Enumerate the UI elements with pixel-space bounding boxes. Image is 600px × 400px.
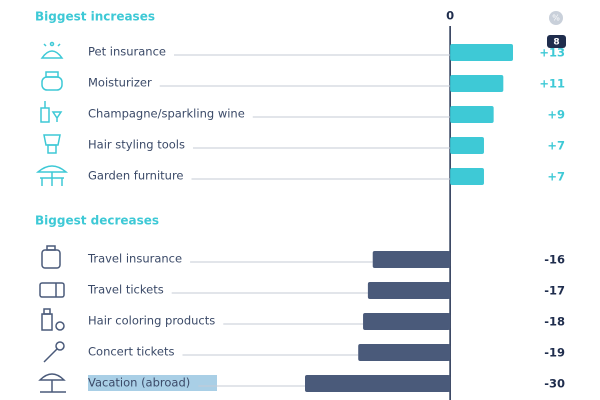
- value-label: +13: [539, 46, 565, 60]
- value-label: +11: [539, 77, 565, 91]
- category-label: Concert tickets: [88, 345, 175, 359]
- value-label: +9: [547, 108, 565, 122]
- bar: [450, 75, 504, 92]
- category-label: Vacation (abroad): [88, 376, 190, 390]
- category-label: Moisturizer: [88, 76, 152, 90]
- bar: [450, 44, 513, 61]
- icon-hair-coloring: [41, 308, 65, 331]
- value-label: -16: [544, 253, 565, 267]
- bar: [305, 375, 451, 392]
- bar: [367, 282, 451, 299]
- bar: [450, 168, 484, 185]
- bar: [372, 251, 451, 268]
- category-label: Travel insurance: [87, 252, 182, 266]
- unit-badge: %: [552, 14, 560, 23]
- group-heading: Biggest increases: [35, 10, 155, 24]
- category-label: Hair coloring products: [88, 314, 215, 328]
- icon-pet: [40, 41, 64, 59]
- icon-travel-insurance: [41, 245, 61, 269]
- tooltip-bg: [547, 35, 566, 48]
- icon-garden: [35, 165, 69, 186]
- icon-concert: [43, 341, 65, 363]
- value-label: -19: [544, 346, 565, 360]
- icon-hair-tools: [43, 134, 61, 154]
- category-label: Pet insurance: [88, 45, 166, 59]
- unit-badge-bg: [549, 11, 563, 25]
- value-label: +7: [547, 139, 565, 153]
- selection-highlight: [88, 375, 217, 391]
- bar: [450, 137, 484, 154]
- group-heading: Biggest decreases: [35, 214, 159, 228]
- icon-travel-tickets: [39, 282, 65, 298]
- value-label: +7: [547, 170, 565, 184]
- category-label: Hair styling tools: [88, 138, 185, 152]
- icon-champagne: [40, 101, 63, 123]
- category-label: Garden furniture: [88, 169, 184, 183]
- icons: [35, 41, 69, 393]
- value-label: -30: [544, 377, 565, 391]
- category-label: Travel tickets: [87, 283, 164, 297]
- bar: [450, 106, 494, 123]
- x-tick-label: 0: [446, 9, 454, 23]
- tooltip: 8: [553, 38, 559, 48]
- category-label: Champagne/sparkling wine: [88, 107, 245, 121]
- icon-vacation: [38, 373, 66, 393]
- icon-moisturizer: [41, 71, 63, 91]
- value-label: -17: [544, 284, 565, 298]
- bar: [363, 313, 451, 330]
- bar: [358, 344, 451, 361]
- value-label: -18: [544, 315, 565, 329]
